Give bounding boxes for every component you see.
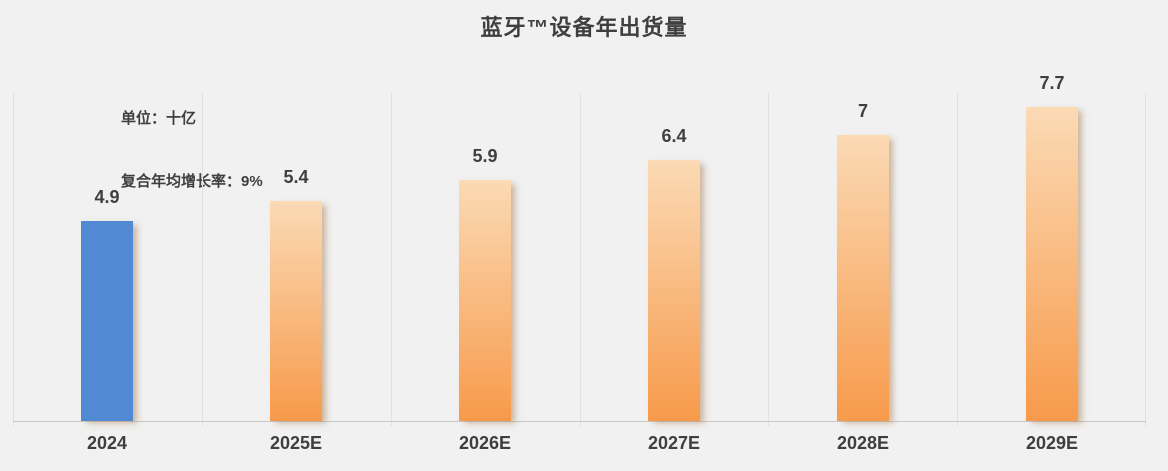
- plot-area: 4.9 5.4 5.9 6.4 7 7.7 2024 2025E 2026E 2027E 2028…: [13, 74, 1146, 453]
- value-label-2024: 4.9: [94, 187, 120, 207]
- x-tick-label-2025E: 2025E: [269, 433, 323, 453]
- value-label-2028E: 7: [857, 101, 868, 121]
- bar-2024: [81, 221, 133, 421]
- category-gridline: [391, 93, 392, 426]
- bar-2025E: [270, 201, 322, 421]
- value-label-2029E: 7.7: [1039, 73, 1065, 93]
- chart-annotations: 单位：十亿 复合年均增长率：9%: [121, 66, 263, 234]
- chart-title: 蓝牙™设备年出货量: [480, 15, 688, 40]
- unit-label: 单位：十亿: [121, 110, 197, 127]
- category-gridline: [202, 93, 203, 426]
- x-tick-label-2024: 2024: [86, 433, 128, 453]
- x-tick-label-2028E: 2028E: [836, 433, 890, 453]
- category-gridline: [768, 93, 769, 426]
- value-label-2026E: 5.9: [472, 146, 498, 166]
- category-gridline: [957, 93, 958, 426]
- bar-2029E: [1026, 107, 1078, 421]
- x-axis-line: [13, 421, 1146, 422]
- bar-2027E: [648, 160, 700, 421]
- x-tick-label-2029E: 2029E: [1025, 433, 1079, 453]
- category-gridline: [580, 93, 581, 426]
- category-gridline: [1145, 93, 1146, 426]
- bars-container: 4.9 5.4 5.9 6.4 7 7.7: [13, 74, 1146, 421]
- value-label-2025E: 5.4: [283, 167, 309, 187]
- x-tick-label-2027E: 2027E: [647, 433, 701, 453]
- bar-2028E: [837, 135, 889, 421]
- x-axis-labels: 2024 2025E 2026E 2027E 2028E 2029E: [13, 433, 1146, 457]
- category-gridline: [13, 93, 14, 426]
- bar-2026E: [459, 180, 511, 421]
- cagr-label: 复合年均增长率：9%: [121, 173, 263, 190]
- value-label-2027E: 6.4: [661, 126, 687, 146]
- x-tick-label-2026E: 2026E: [458, 433, 512, 453]
